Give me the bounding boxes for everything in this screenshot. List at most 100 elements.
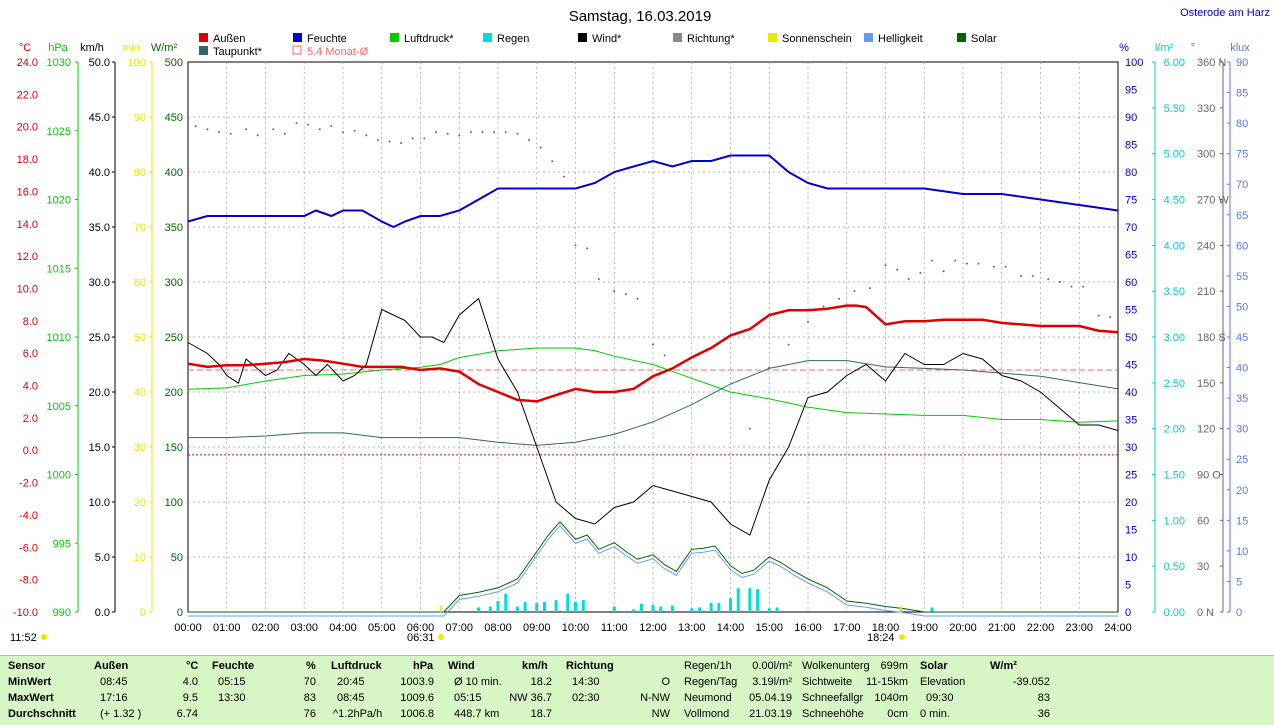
maxwert-label: MaxWert	[8, 692, 54, 704]
location-label: Osterode am Harz	[1180, 7, 1270, 19]
brightness-axis-tick: 45	[1236, 332, 1248, 344]
x-tick-label: 19:00	[910, 622, 938, 634]
weather-chart: Samstag, 16.03.2019 Osterode am Harz Auß…	[10, 7, 1270, 644]
feuchte-avg: 76	[303, 708, 316, 720]
rain-axis-tick: 3.00	[1164, 332, 1185, 344]
direction-axis-tick: 330	[1197, 103, 1215, 115]
brightness-line	[188, 525, 1118, 617]
legend-label: Sonnenschein	[782, 33, 852, 45]
direction-point	[884, 264, 887, 267]
temp-axis-tick: -6.0	[19, 542, 38, 554]
legend-swatch	[578, 33, 587, 42]
temp-axis-tick: -2.0	[19, 478, 38, 490]
chart-series	[187, 122, 1119, 617]
x-tick-label: 14:00	[717, 622, 745, 634]
direction-point	[853, 290, 856, 293]
direction-point	[295, 122, 298, 125]
rain-axis-tick: 6.00	[1164, 57, 1185, 69]
direction-point	[977, 262, 980, 265]
pressure-axis-tick: 1000	[47, 470, 71, 482]
wind-line	[187, 297, 1119, 536]
brightness-axis-tick: 20	[1236, 485, 1248, 497]
legend-swatch	[199, 33, 208, 42]
humidity-axis-tick: 75	[1125, 195, 1137, 207]
axis-unit-label: l/m²	[1155, 42, 1174, 54]
direction-point	[481, 131, 484, 134]
brightness-axis-tick: 70	[1236, 179, 1248, 191]
feuchte-max-time: 13:30	[218, 692, 246, 704]
feuchte-min: 70	[303, 676, 316, 688]
x-tick-label: 03:00	[290, 622, 318, 634]
sunrise-time: 06:31	[407, 632, 435, 644]
brightness-axis-tick: 30	[1236, 424, 1248, 436]
luftdruck-max-time: 08:45	[337, 692, 365, 704]
rain-bar	[477, 607, 481, 612]
rain-bar	[496, 601, 500, 612]
solar-elev-label: Elevation	[920, 676, 966, 688]
direction-point	[896, 268, 899, 271]
sunrise-icon	[438, 634, 444, 640]
x-tick-label: 09:00	[523, 622, 551, 634]
rain-bar	[698, 607, 701, 612]
feuchte-header: Feuchte	[212, 660, 255, 672]
direction-point	[218, 131, 220, 134]
humidity-axis-tick: 45	[1125, 360, 1137, 372]
direction-point	[539, 146, 542, 149]
x-tick-label: 13:00	[678, 622, 706, 634]
misc-value-3: 21.03.19	[749, 708, 792, 720]
solar-min-label: 0 min.	[920, 708, 950, 720]
humidity-axis-tick: 100	[1125, 57, 1143, 69]
direction-axis-tick: 150	[1197, 378, 1215, 390]
direction-point	[528, 138, 530, 141]
rain-bar	[670, 605, 674, 612]
wind-axis-tick: 15.0	[89, 442, 110, 454]
axis-unit-label: %	[1119, 42, 1129, 54]
legend-swatch	[768, 33, 777, 42]
legend-swatch	[483, 33, 492, 42]
direction-point	[1082, 285, 1085, 288]
sunshine-axis-tick: 0	[140, 607, 146, 619]
rain-bar	[651, 604, 655, 612]
humidity-axis-tick: 60	[1125, 277, 1137, 289]
direction-point	[516, 132, 519, 135]
direction-point	[206, 128, 209, 131]
rain-bar	[574, 601, 577, 612]
direction-point	[624, 293, 627, 296]
legend-swatch	[957, 33, 966, 42]
rain-bar	[639, 603, 643, 612]
axis-unit-label: klux	[1230, 42, 1250, 54]
rain-axis-tick: 5.50	[1164, 103, 1185, 115]
brightness-axis-tick: 80	[1236, 118, 1248, 130]
brightness-axis-tick: 50	[1236, 301, 1248, 313]
rain-bar	[717, 602, 721, 612]
misc2-value-2: 1040m	[874, 692, 908, 704]
wind-axis-tick: 35.0	[89, 222, 110, 234]
humidity-axis-tick: 90	[1125, 112, 1137, 124]
x-tick-label: 22:00	[1027, 622, 1055, 634]
temp-axis-tick: -8.0	[19, 575, 38, 587]
solar-line	[188, 521, 1118, 613]
rain-axis-tick: 0.00	[1164, 607, 1185, 619]
chart-title: Samstag, 16.03.2019	[569, 8, 712, 25]
humidity-axis-tick: 10	[1125, 552, 1137, 564]
feuchte-max: 83	[303, 692, 316, 704]
aussen-header: Außen	[94, 660, 129, 672]
wind-axis-tick: 45.0	[89, 112, 110, 124]
moon-icon	[41, 634, 47, 640]
richtung-avg: NW	[651, 708, 670, 720]
legend-swatch	[199, 46, 208, 55]
direction-point	[942, 270, 945, 273]
rain-bar	[581, 600, 585, 612]
misc2-label-1: Sichtweite	[802, 676, 853, 688]
direction-point	[283, 132, 286, 135]
temp-axis-tick: -10.0	[13, 607, 38, 619]
axis-unit-label: °C	[19, 42, 31, 54]
direction-point	[493, 131, 496, 134]
direction-point	[365, 134, 368, 137]
aussen-min: 4.0	[182, 676, 198, 688]
brightness-axis-tick: 55	[1236, 271, 1248, 283]
direction-point	[318, 128, 321, 131]
brightness-axis-tick: 35	[1236, 393, 1248, 405]
brightness-axis-tick: 65	[1236, 210, 1248, 222]
solar-max: 83	[1037, 692, 1050, 704]
